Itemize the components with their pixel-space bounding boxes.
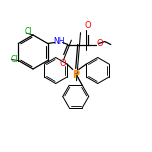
Text: O: O [84, 21, 91, 31]
Text: P: P [72, 69, 79, 79]
Text: O: O [59, 59, 66, 67]
Text: Cl: Cl [10, 55, 18, 64]
Text: Cl: Cl [25, 28, 33, 36]
Text: NH: NH [53, 37, 64, 46]
Text: O: O [97, 39, 103, 48]
